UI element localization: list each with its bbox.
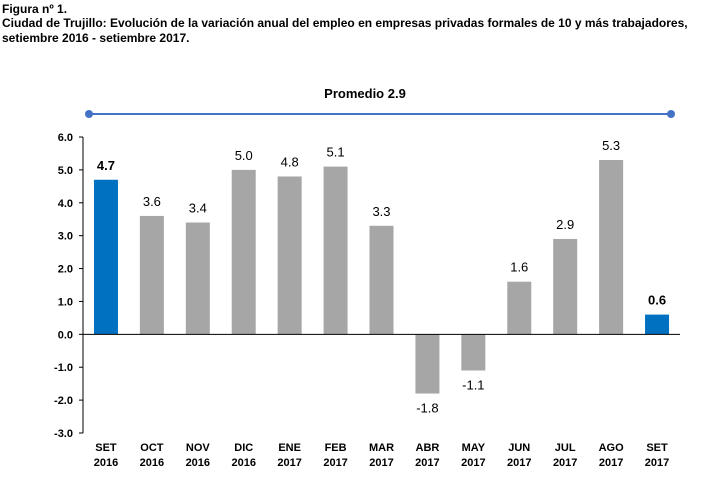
y-tick-label: 5.0 (58, 165, 73, 177)
x-tick-label-year: 2017 (277, 457, 301, 469)
data-label: -1.8 (416, 401, 438, 416)
x-tick-label-year: 2017 (507, 457, 531, 469)
x-tick-label-year: 2017 (323, 457, 347, 469)
data-label: -1.1 (462, 378, 484, 393)
figure-title: Ciudad de Trujillo: Evolución de la vari… (2, 16, 688, 45)
data-label: 5.0 (235, 148, 253, 163)
x-tick-label-month: MAY (462, 442, 486, 454)
y-tick-label: 0.0 (58, 329, 73, 341)
x-tick-label-year: 2017 (645, 457, 669, 469)
y-tick-label: 3.0 (58, 231, 73, 243)
x-tick-label-month: JUN (508, 442, 530, 454)
bar-series (93, 160, 670, 394)
x-tick-label-month: SET (646, 442, 668, 454)
bar (461, 334, 486, 371)
bar (599, 160, 624, 335)
data-label: 3.6 (143, 194, 161, 209)
data-label: 5.3 (602, 138, 620, 153)
bar (553, 238, 578, 335)
x-tick-label-year: 2016 (231, 457, 255, 469)
data-labels: 4.7 3.6 3.4 5.0 4.8 5.1 3.3 -1.8 -1.1 1.6 2.9 5.3 0.… (97, 138, 666, 416)
figure-label: Figura nº 1. (2, 2, 68, 16)
data-label: 1.6 (510, 260, 528, 275)
bar (507, 281, 532, 335)
x-tick-label-year: 2016 (94, 457, 118, 469)
average-line-end-dot (667, 110, 675, 118)
y-tick-label: 2.0 (58, 264, 73, 276)
y-tick-label: -3.0 (54, 428, 73, 440)
bar (415, 334, 440, 394)
average-indicator: Promedio 2.9 (85, 86, 675, 118)
y-tick-label: -2.0 (54, 395, 73, 407)
y-axis: 6.0 5.0 4.0 3.0 2.0 1.0 0.0 -1.0 -2.0 -3.0 (54, 132, 84, 440)
x-tick-label-month: MAR (369, 442, 394, 454)
data-label: 3.3 (372, 204, 390, 219)
x-tick-label-month: SET (95, 442, 117, 454)
x-tick-label-month: FEB (325, 442, 347, 454)
y-tick-label: 6.0 (58, 132, 73, 144)
y-tick-label: 4.0 (58, 198, 73, 210)
bar (231, 169, 256, 335)
average-label: Promedio 2.9 (324, 86, 406, 101)
x-tick-label-month: ABR (416, 442, 440, 454)
y-tick-label: 1.0 (58, 296, 73, 308)
data-label: 5.1 (327, 145, 345, 160)
x-tick-label-month: JUL (555, 442, 576, 454)
data-label: 0.6 (648, 293, 666, 308)
x-tick-label-year: 2016 (140, 457, 164, 469)
x-tick-label-year: 2017 (461, 457, 485, 469)
bar (185, 222, 210, 335)
x-tick-label-month: NOV (186, 442, 211, 454)
bar (645, 314, 670, 335)
data-label: 4.8 (281, 154, 299, 169)
bar (93, 179, 118, 335)
data-label: 3.4 (189, 201, 207, 216)
x-tick-label-month: OCT (140, 442, 164, 454)
bar (323, 166, 348, 335)
x-tick-label-year: 2017 (369, 457, 393, 469)
x-tick-label-year: 2017 (415, 457, 439, 469)
bar (139, 215, 164, 335)
data-label: 4.7 (97, 158, 115, 173)
x-tick-label-month: AGO (599, 442, 625, 454)
x-tick-label-month: ENE (278, 442, 301, 454)
x-tick-label-year: 2016 (186, 457, 210, 469)
average-line-start-dot (85, 110, 93, 118)
x-tick-label-year: 2017 (553, 457, 577, 469)
x-tick-label-year: 2017 (599, 457, 623, 469)
data-label: 2.9 (556, 217, 574, 232)
x-axis: SET 2016 OCT 2016 NOV 2016 DIC 2016 ENE 2017 FEB 20… (83, 333, 680, 469)
bar (369, 225, 394, 335)
bar (277, 176, 302, 335)
y-tick-label: -1.0 (54, 362, 73, 374)
x-tick-label-month: DIC (234, 442, 253, 454)
